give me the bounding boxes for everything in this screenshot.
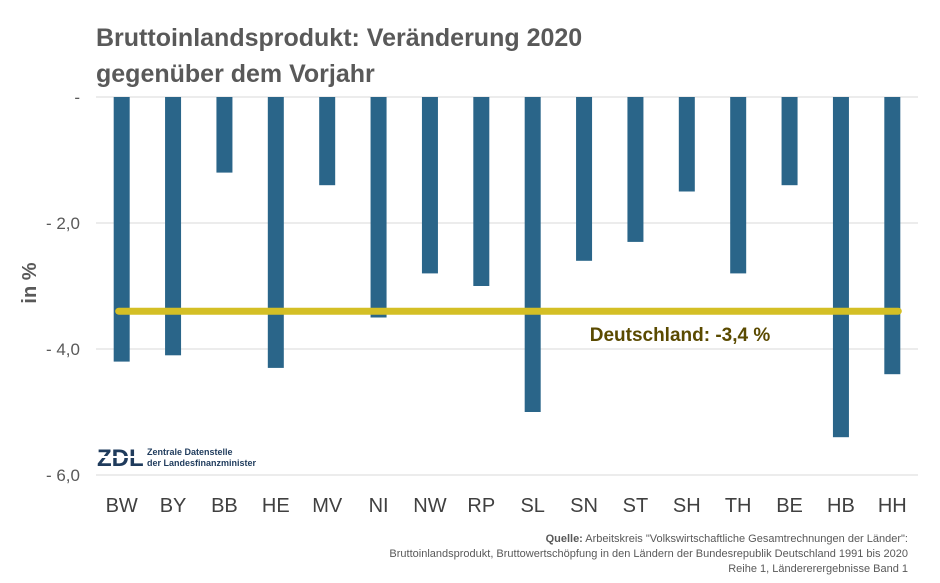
- bar-by: [165, 97, 182, 356]
- bar-sh: [678, 97, 695, 192]
- source-line2: Bruttoinlandsprodukt, Bruttowertschöpfun…: [389, 548, 908, 560]
- bar-sn: [576, 97, 593, 261]
- x-category-label: SN: [570, 495, 598, 517]
- x-category-label: RP: [467, 495, 495, 517]
- y-axis-label: in %: [19, 262, 41, 303]
- y-axis-ticks: - - 2,0 - 4,0 - 6,0: [46, 88, 80, 485]
- reference-line-group: Deutschland: -3,4 %: [115, 307, 902, 346]
- x-category-label: BE: [776, 495, 803, 517]
- bar-he: [267, 97, 284, 368]
- y-tick-label: -: [74, 88, 80, 107]
- bar-hb: [832, 97, 849, 438]
- source-line3: Reihe 1, Ländererergebnisse Band 1: [728, 563, 908, 575]
- x-category-label: SH: [673, 495, 701, 517]
- bar-hh: [884, 97, 901, 375]
- bar-th: [730, 97, 747, 274]
- bar-bb: [216, 97, 233, 173]
- bar-be: [781, 97, 798, 186]
- x-axis-categories: BW BY BB HE MV NI NW RP SL SN ST SH TH BE HB HH: [106, 495, 907, 517]
- bars: [113, 97, 901, 438]
- source-line1-text: Arbeitskreis "Volkswirtschaftliche Gesam…: [582, 533, 908, 545]
- bar-st: [627, 97, 644, 242]
- x-category-label: NI: [369, 495, 389, 517]
- zdl-logo: ZDL Zentrale Datenstelle der Landesfinan…: [97, 444, 267, 472]
- y-tick-label: - 4,0: [46, 340, 80, 359]
- grid-lines: [96, 96, 918, 476]
- bar-sl: [524, 97, 541, 412]
- bar-rp: [473, 97, 490, 286]
- x-category-label: TH: [725, 495, 752, 517]
- chart-title-line2: gegenüber dem Vorjahr: [96, 60, 375, 88]
- x-category-label: SL: [520, 495, 544, 517]
- chart-title-line1: Bruttoinlandsprodukt: Veränderung 2020: [96, 24, 583, 52]
- reference-line-label: Deutschland: -3,4 %: [590, 325, 771, 346]
- x-category-label: BY: [160, 495, 187, 517]
- y-tick-label: - 2,0: [46, 214, 80, 233]
- bar-nw: [421, 97, 438, 274]
- x-category-label: BB: [211, 495, 238, 517]
- y-tick-label: - 6,0: [46, 466, 80, 485]
- x-category-label: BW: [106, 495, 138, 517]
- x-category-label: HE: [262, 495, 290, 517]
- zdl-logo-mark: ZDL: [97, 445, 144, 472]
- zdl-logo-text: Zentrale Datenstelle der Landesfinanzmin…: [147, 447, 256, 469]
- bar-mv: [319, 97, 336, 186]
- x-category-label: HB: [827, 495, 855, 517]
- chart-title: Bruttoinlandsprodukt: Veränderung 2020 g…: [96, 20, 582, 92]
- source-line1: Quelle: Arbeitskreis "Volkswirtschaftlic…: [389, 532, 908, 547]
- zdl-logo-letters: ZDL: [97, 445, 144, 472]
- x-category-label: MV: [312, 495, 343, 517]
- x-category-label: ST: [623, 495, 649, 517]
- bar-ni: [370, 97, 387, 318]
- source-note: Quelle: Arbeitskreis "Volkswirtschaftlic…: [389, 532, 908, 577]
- x-category-label: HH: [878, 495, 907, 517]
- x-category-label: NW: [413, 495, 446, 517]
- bar-bw: [113, 97, 130, 362]
- zdl-logo-line1: Zentrale Datenstelle: [147, 447, 233, 457]
- zdl-logo-line2: der Landesfinanzminister: [147, 458, 257, 468]
- source-prefix: Quelle:: [545, 533, 583, 545]
